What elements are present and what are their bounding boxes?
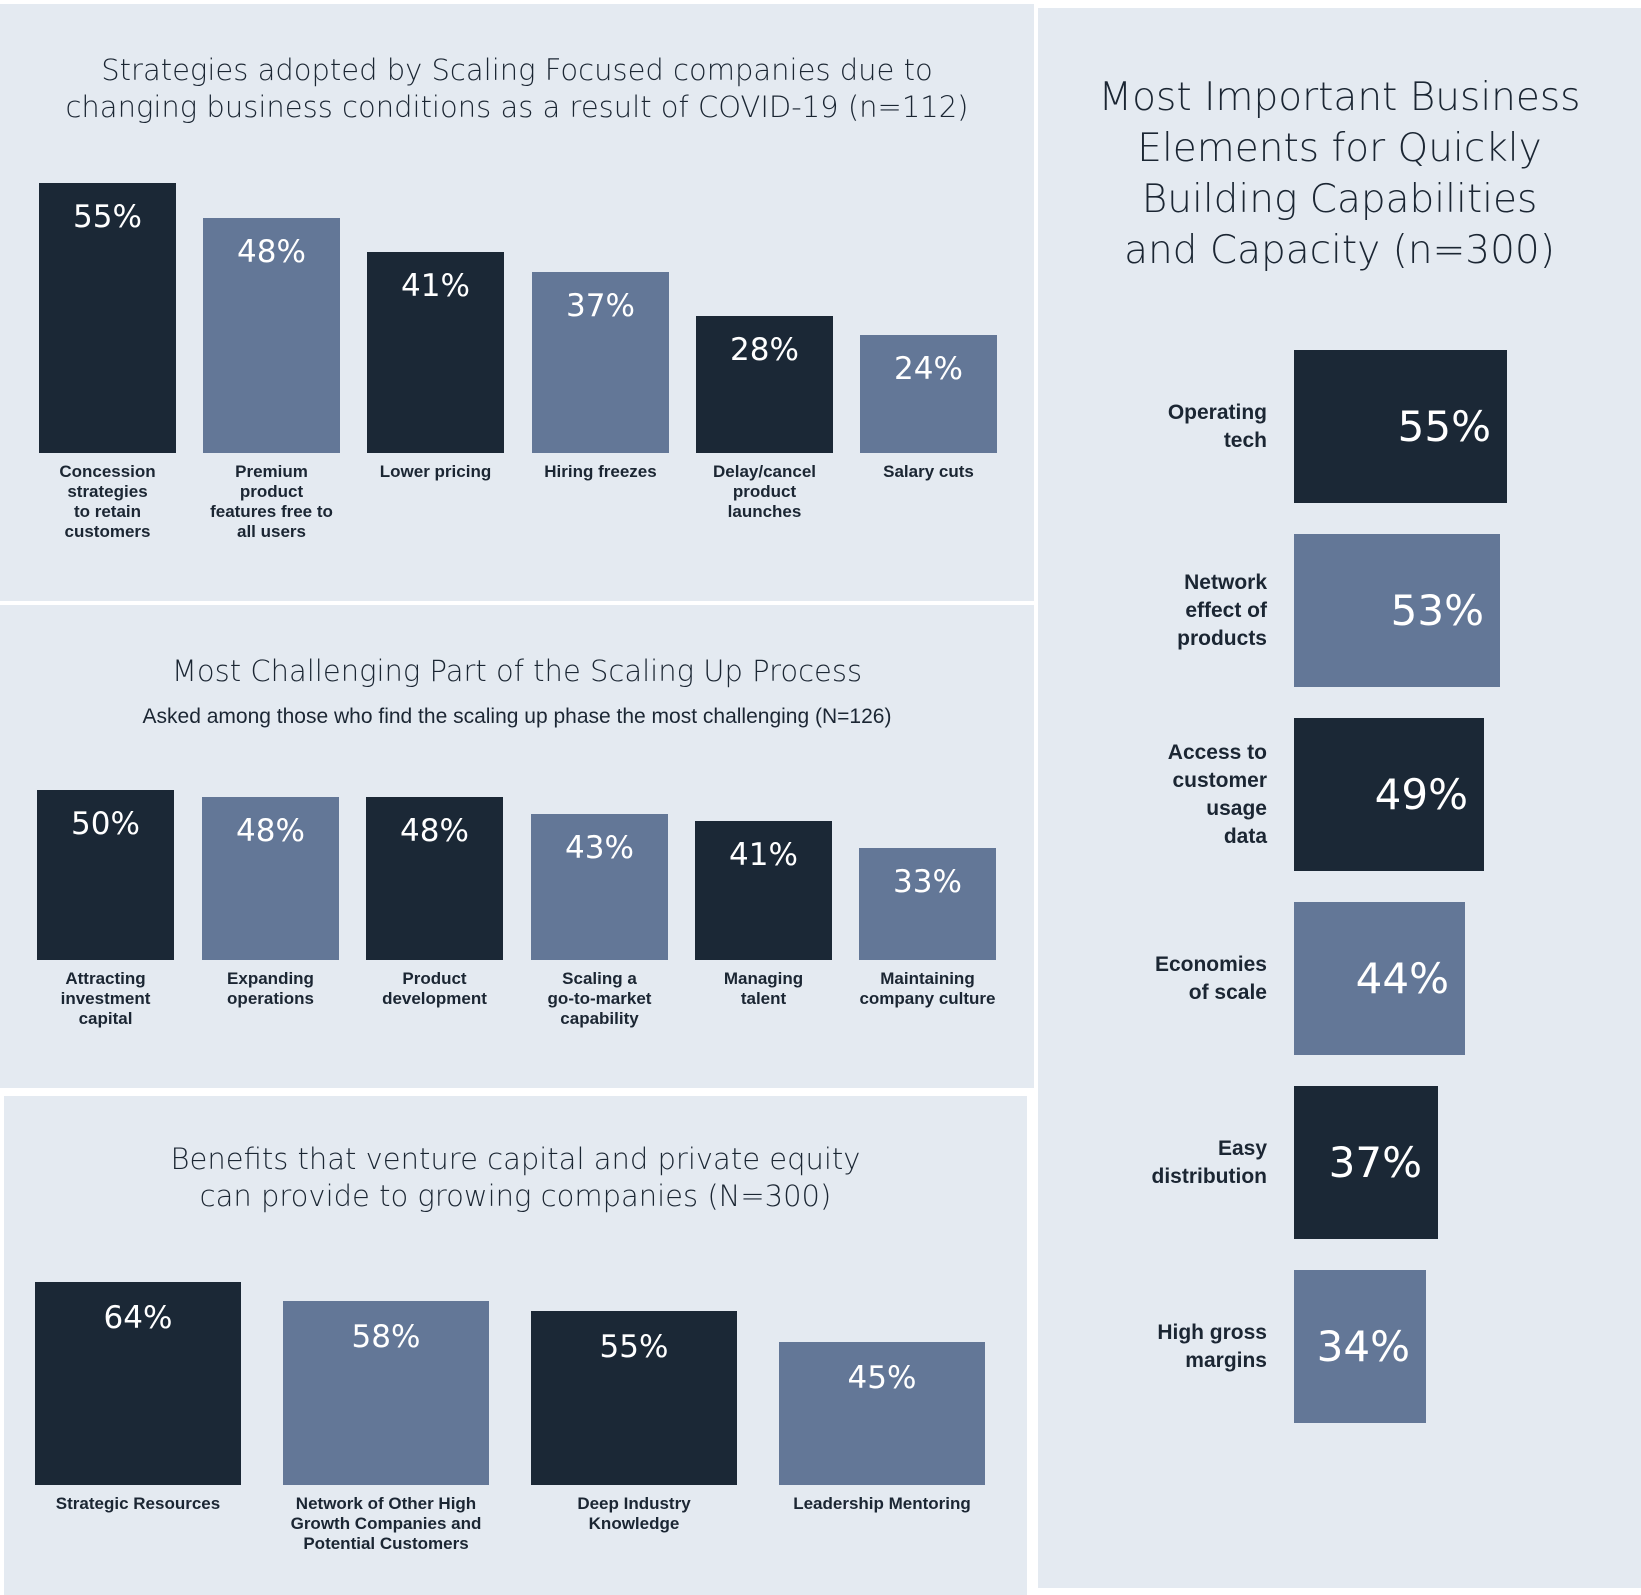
bar-value-label: 28% xyxy=(730,332,799,368)
bar: 37% xyxy=(532,272,669,453)
category-label: Economies of scale xyxy=(1154,952,1267,1004)
category-label: Attracting investment capital xyxy=(60,969,151,1028)
bar: 37% xyxy=(1294,1086,1438,1239)
bar-value-label: 45% xyxy=(847,1360,917,1396)
bar-value-label: 64% xyxy=(103,1300,173,1336)
strategies-chart-panel: Strategies adopted by Scaling Focused co… xyxy=(0,4,1034,601)
bar-value-label: 33% xyxy=(893,864,962,900)
category-label: Product development xyxy=(382,969,487,1008)
category-label: Premium product features free to all use… xyxy=(210,462,333,541)
bar-value-label: 37% xyxy=(566,288,635,324)
bar-value-label: 58% xyxy=(351,1319,421,1355)
benefits-chart-title: Benefits that venture capital and privat… xyxy=(170,1142,861,1213)
category-label: Delay/cancel product launches xyxy=(712,462,816,521)
category-label: Operating tech xyxy=(1167,400,1267,452)
bar: 55% xyxy=(531,1311,737,1485)
bar: 48% xyxy=(202,797,339,960)
bar: 34% xyxy=(1294,1270,1426,1423)
bar: 64% xyxy=(35,1282,241,1485)
bar: 45% xyxy=(779,1342,985,1485)
bar: 58% xyxy=(283,1301,489,1485)
challenges-chart-title: Most Challenging Part of the Scaling Up … xyxy=(171,654,863,688)
category-label: Easy distribution xyxy=(1151,1136,1267,1188)
category-label: Leadership Mentoring xyxy=(793,1494,971,1513)
bar: 50% xyxy=(37,790,174,960)
category-label: Managing talent xyxy=(723,969,804,1008)
challenges-chart-subtitle: Asked among those who find the scaling u… xyxy=(142,705,892,728)
bar-value-label: 49% xyxy=(1374,770,1468,819)
bar: 48% xyxy=(366,797,503,960)
bar: 53% xyxy=(1294,534,1500,687)
bar: 41% xyxy=(367,252,504,453)
challenges-chart-panel: Most Challenging Part of the Scaling Up … xyxy=(0,605,1034,1088)
bar-value-label: 55% xyxy=(599,1329,669,1365)
bar-value-label: 48% xyxy=(237,234,306,270)
bar-value-label: 34% xyxy=(1316,1322,1410,1371)
category-label: Salary cuts xyxy=(883,462,974,481)
category-label: Maintaining company culture xyxy=(859,969,996,1008)
category-label: Concession strategies to retain customer… xyxy=(59,462,156,541)
bar-value-label: 48% xyxy=(400,813,469,849)
bar: 33% xyxy=(859,848,996,960)
category-label: Access to customer usage data xyxy=(1167,740,1267,848)
bar: 24% xyxy=(860,335,997,453)
business-elements-chart-title: Most Important Business Elements for Qui… xyxy=(1098,75,1581,273)
bar-value-label: 41% xyxy=(401,268,470,304)
category-label: Network of Other High Growth Companies a… xyxy=(290,1494,482,1553)
bar: 41% xyxy=(695,821,832,960)
bar-value-label: 48% xyxy=(236,813,305,849)
bar: 43% xyxy=(531,814,668,960)
bar: 44% xyxy=(1294,902,1465,1055)
benefits-chart-panel: Benefits that venture capital and privat… xyxy=(4,1096,1027,1595)
bar: 28% xyxy=(696,316,833,453)
bar-value-label: 41% xyxy=(729,837,798,873)
strategies-chart-title: Strategies adopted by Scaling Focused co… xyxy=(65,53,969,124)
bar-value-label: 24% xyxy=(894,351,963,387)
bar-value-label: 55% xyxy=(1397,402,1491,451)
bar-value-label: 50% xyxy=(71,806,140,842)
bar: 55% xyxy=(39,183,176,453)
bar: 49% xyxy=(1294,718,1484,871)
category-label: Hiring freezes xyxy=(544,462,657,481)
bar-value-label: 43% xyxy=(565,830,634,866)
category-label: Expanding operations xyxy=(227,969,314,1008)
business-elements-chart-panel: Most Important Business Elements for Qui… xyxy=(1038,8,1641,1588)
category-label: Strategic Resources xyxy=(55,1494,221,1513)
bar: 55% xyxy=(1294,350,1507,503)
category-label: Lower pricing xyxy=(379,462,492,481)
category-label: Network effect of products xyxy=(1177,570,1267,650)
category-label: Deep Industry Knowledge xyxy=(577,1494,691,1533)
bar: 48% xyxy=(203,218,340,453)
bar-value-label: 44% xyxy=(1355,954,1449,1003)
category-label: High gross margins xyxy=(1157,1320,1267,1372)
bar-value-label: 37% xyxy=(1328,1138,1422,1187)
category-label: Scaling a go-to-market capability xyxy=(547,969,652,1028)
bar-value-label: 53% xyxy=(1390,586,1484,635)
bar-value-label: 55% xyxy=(73,199,142,235)
